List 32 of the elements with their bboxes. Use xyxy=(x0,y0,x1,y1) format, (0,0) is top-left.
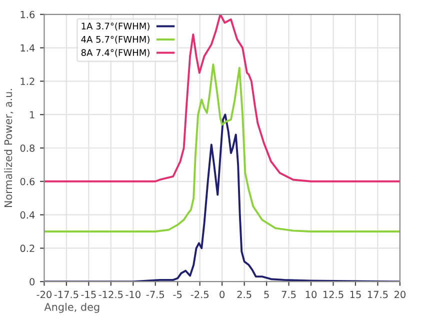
x-tick-label: -17.5 xyxy=(54,290,78,298)
x-tick-label: -15 xyxy=(81,290,96,298)
x-tick-label: 15 xyxy=(350,290,361,298)
x-tick-label: 20 xyxy=(394,290,406,298)
y-tick-label: 0.8 xyxy=(20,144,35,152)
x-tick-label: -12.5 xyxy=(98,290,123,298)
x-tick-label: 0 xyxy=(220,290,225,298)
y-tick-label: 1 xyxy=(30,111,34,118)
y-tick-label: 1.4 xyxy=(20,44,35,52)
y-axis-title: Normalized Power, a.u. xyxy=(4,89,14,208)
y-tick-label: 0.4 xyxy=(20,211,35,219)
x-tick-label: 12.5 xyxy=(323,290,344,298)
legend-label: 1A 3.7°(FWHM) xyxy=(82,22,150,31)
x-tick-label: -5 xyxy=(173,290,182,298)
x-tick-label: -7.5 xyxy=(146,290,164,298)
x-tick-label: -20 xyxy=(36,290,52,298)
legend-label: 8A 7.4°(FWHM) xyxy=(81,49,150,58)
line-series xyxy=(44,64,400,232)
y-tick-label: 1.6 xyxy=(20,10,35,18)
y-tick-label: 0.6 xyxy=(20,178,35,186)
y-tick-label: 1.2 xyxy=(20,78,34,85)
x-tick-label: 7.5 xyxy=(282,290,296,298)
legend-label: 4A 5.7°(FWHM) xyxy=(81,36,150,44)
x-tick-label: -2.5 xyxy=(190,290,208,298)
x-tick-label: 10 xyxy=(306,290,317,298)
x-tick-label: 5 xyxy=(264,290,269,298)
x-tick-label: 17.5 xyxy=(368,290,388,298)
x-axis-title: Angle, deg xyxy=(44,302,100,313)
x-tick-label: 2.5 xyxy=(237,290,252,298)
y-tick-label: 0.2 xyxy=(20,244,34,252)
x-tick-label: -10 xyxy=(126,290,140,298)
y-tick-label: 0 xyxy=(30,278,35,286)
